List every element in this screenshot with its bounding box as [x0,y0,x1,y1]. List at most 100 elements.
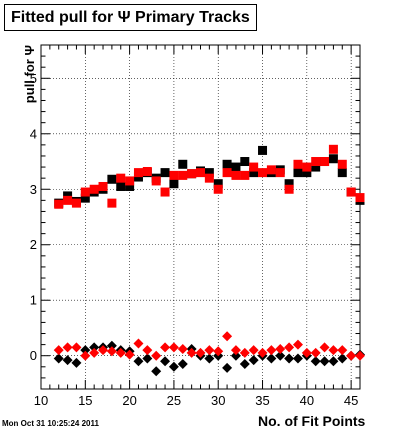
data-point [133,168,143,178]
data-point [89,347,100,358]
data-point [266,345,277,356]
data-point [107,174,117,184]
data-point [355,350,365,361]
data-point [275,350,286,361]
data-point [239,359,250,370]
data-point [319,356,330,367]
data-point [62,355,73,366]
data-point [240,170,250,180]
data-point [257,347,268,358]
data-point [337,168,347,178]
data-point [53,353,64,364]
y-tick-label: 4 [30,126,37,141]
data-point [54,199,64,209]
x-tick-label: 20 [122,393,136,408]
x-tick-label: 25 [167,393,181,408]
data-point [116,181,126,191]
data-point [284,342,295,353]
data-point [275,344,286,355]
data-point [142,345,153,356]
x-tick-label: 35 [255,393,269,408]
data-point [310,356,321,367]
data-point [248,345,259,356]
data-point [160,342,171,353]
data-point [231,162,241,172]
data-point [230,350,241,361]
y-tick-label: 0 [30,348,37,363]
data-point [293,168,303,178]
data-point [80,187,90,197]
y-tick-label: 5 [30,71,37,86]
data-point [337,353,348,364]
data-point [63,195,73,205]
data-point [275,168,285,178]
data-point [53,345,64,356]
data-point [248,355,259,366]
data-point [160,356,171,367]
data-point [71,357,82,368]
data-point [168,361,179,372]
data-point [311,162,321,172]
y-axis-label-box: pull for Ψ [4,45,37,115]
data-point [249,168,259,178]
data-point [204,168,214,178]
data-point [292,353,303,364]
data-point [71,198,81,208]
data-point [204,173,214,183]
series-1 [54,144,365,209]
data-point [328,345,339,356]
data-point [258,145,268,155]
data-point [222,362,233,373]
data-point [125,181,135,191]
data-point [187,169,197,179]
data-point [133,338,144,349]
data-point [239,347,250,358]
data-point [302,162,312,172]
data-point [178,170,188,180]
data-point [80,345,91,356]
data-point [320,157,330,167]
data-point [292,339,303,350]
data-point [328,144,338,154]
data-point [62,342,73,353]
x-tick-label: 10 [34,393,48,408]
x-tick-label: 30 [211,393,225,408]
data-point [222,159,232,169]
data-point [196,168,205,178]
chart-title: Fitted pull for Ψ Primary Tracks [4,4,257,31]
data-points [53,144,365,377]
data-point [107,198,117,208]
data-point [328,356,339,367]
data-point [258,168,268,178]
data-point [213,179,223,189]
data-point [284,179,294,189]
data-point [302,168,312,178]
data-point [151,350,162,361]
data-point [142,167,152,177]
data-point [230,345,241,356]
data-point [284,184,294,194]
data-point [266,353,277,364]
timestamp-footer: Mon Oct 31 10:25:24 2011 [2,419,99,428]
data-point [98,345,109,356]
data-point [151,176,161,186]
data-point [80,193,90,203]
data-point [222,331,233,342]
data-point [240,157,250,167]
data-point [177,344,188,355]
data-point [186,347,197,358]
data-point [311,157,321,167]
data-point [71,342,82,353]
data-point [169,179,179,189]
y-tick-label: 2 [30,237,37,252]
data-point [195,347,206,358]
data-point [213,346,224,357]
data-point [98,181,108,191]
data-point [115,347,126,358]
data-point [125,176,135,186]
y-tick-label: 1 [30,293,37,308]
data-point [346,350,357,361]
data-point [124,349,135,360]
x-tick-label: 15 [78,393,92,408]
